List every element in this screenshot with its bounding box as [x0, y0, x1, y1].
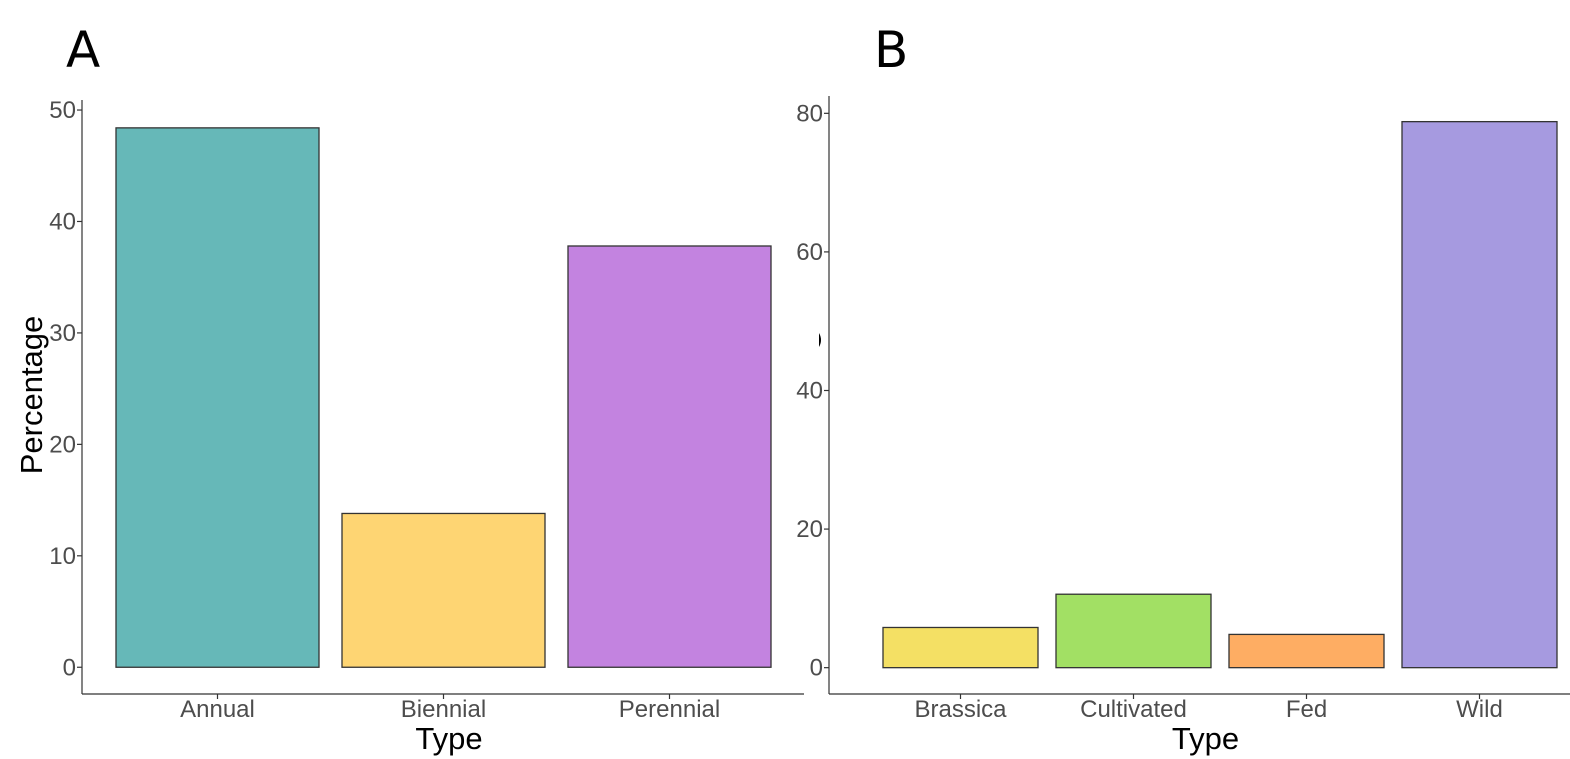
y-tick-label: 20 — [796, 516, 823, 543]
panel-letter: A — [66, 21, 100, 79]
bar-brassica — [882, 626, 1039, 669]
x-tick-label: Annual — [180, 696, 255, 723]
y-tick-label: 80 — [796, 100, 823, 127]
y-tick-label: 60 — [796, 239, 823, 266]
bar-wild — [1401, 120, 1558, 669]
y-tick-label: 40 — [796, 377, 823, 404]
bar-fed — [1228, 633, 1385, 669]
y-tick-label: 30 — [49, 320, 76, 347]
panel-b: B 0 20 40 60 80 Brassica Cultivated Fed Wild Type — [796, 21, 1570, 756]
panel-letter: B — [874, 21, 908, 79]
bar-cultivated — [1055, 593, 1212, 669]
y-tick-label: 20 — [49, 431, 76, 458]
bar-perennial — [567, 245, 772, 668]
y-tick-label: 10 — [49, 543, 76, 570]
panel-a: A 0 10 20 30 40 50 Annual Biennial Perennial Type P… — [14, 21, 804, 756]
x-axis-title: Type — [1172, 721, 1239, 756]
bar-annual — [115, 127, 320, 668]
clipped-y-title-remnant — [819, 333, 821, 347]
x-tick-label: Brassica — [914, 696, 1007, 723]
x-tick-label: Wild — [1456, 696, 1503, 723]
y-tick-label: 40 — [49, 208, 76, 235]
y-tick-label: 0 — [810, 655, 823, 682]
x-tick-label: Perennial — [619, 696, 720, 723]
y-axis-title: Percentage — [14, 316, 49, 475]
x-tick-label: Biennial — [401, 696, 486, 723]
bar-biennial — [341, 512, 546, 668]
x-tick-label: Cultivated — [1080, 696, 1187, 723]
y-tick-label: 50 — [49, 97, 76, 124]
x-tick-label: Fed — [1286, 696, 1327, 723]
x-axis-title: Type — [415, 721, 482, 756]
y-tick-label: 0 — [63, 654, 76, 681]
